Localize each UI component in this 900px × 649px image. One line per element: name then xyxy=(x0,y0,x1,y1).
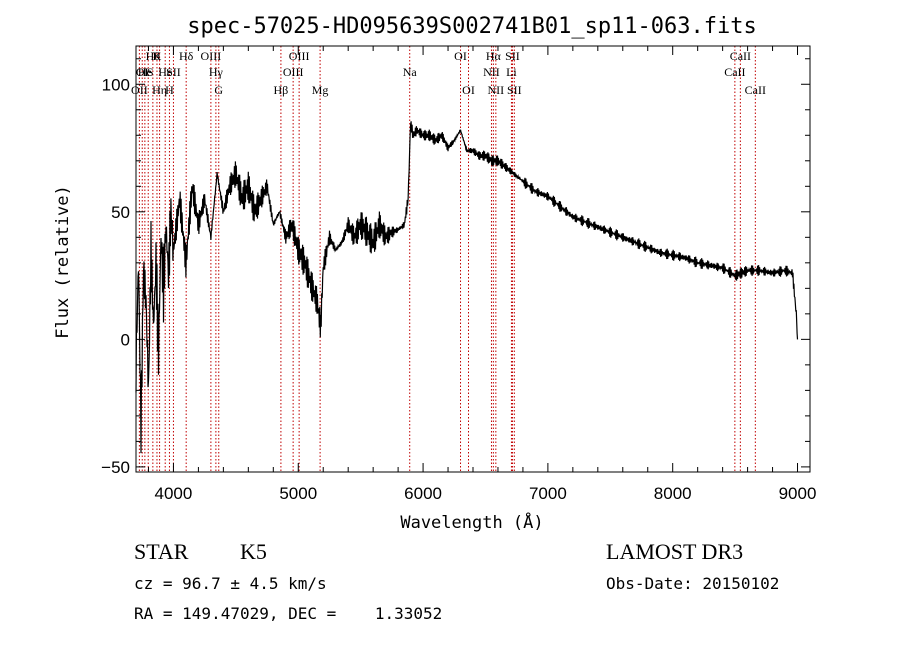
line-marker-label-23: NII xyxy=(488,83,505,97)
line-marker-label-5: K xyxy=(153,49,162,63)
line-marker-label-29: CaII xyxy=(745,83,766,97)
x-tick-label-4000: 4000 xyxy=(155,484,193,503)
line-marker-label-10: Hδ xyxy=(179,49,194,63)
line-marker-label-21: NII xyxy=(483,65,500,79)
spectral-subclass: K5 xyxy=(240,539,267,564)
chart-title: spec-57025-HD095639S002741B01_sp11-063.f… xyxy=(187,14,757,39)
line-marker-label-11: OIII xyxy=(201,49,222,63)
line-marker-label-18: Na xyxy=(403,65,418,79)
spectral-line-markers xyxy=(138,46,756,472)
x-tick-label-8000: 8000 xyxy=(654,484,692,503)
line-marker-label-19: OI xyxy=(454,49,467,63)
line-marker-label-1: OI xyxy=(136,65,149,79)
y-tick-label-50: 50 xyxy=(111,203,130,222)
line-marker-label-17: Mg xyxy=(312,83,329,97)
axis-ticks xyxy=(136,46,810,472)
survey-name: LAMOST DR3 xyxy=(606,539,744,564)
flux-series-line xyxy=(135,121,799,454)
line-marker-label-25: SII xyxy=(505,49,520,63)
line-marker-label-14: Hβ xyxy=(274,83,289,97)
line-marker-label-28: CaII xyxy=(730,49,751,63)
x-axis-label: Wavelength (Å) xyxy=(400,511,543,533)
redshift-velocity: cz = 96.7 ± 4.5 km/s xyxy=(134,574,327,593)
line-marker-label-3: IS xyxy=(143,65,154,79)
coordinates: RA = 149.47029, DEC = 1.33052 xyxy=(134,604,443,623)
y-axis-label: Flux (relative) xyxy=(53,185,73,339)
y-tick-label-0: 0 xyxy=(121,330,130,349)
line-marker-label-13: G xyxy=(214,83,223,97)
x-tick-label-7000: 7000 xyxy=(529,484,567,503)
line-marker-label-24: Li xyxy=(506,65,517,79)
line-marker-label-26: SII xyxy=(507,83,522,97)
line-marker-label-27: CaII xyxy=(724,65,745,79)
line-marker-label-12: Hγ xyxy=(209,65,224,79)
y-tick-label-100: 100 xyxy=(102,75,130,94)
plot-frame xyxy=(135,45,811,473)
line-marker-label-15: OIII xyxy=(283,65,304,79)
line-marker-label-0: OII xyxy=(131,83,148,97)
x-tick-label-9000: 9000 xyxy=(779,484,817,503)
line-marker-label-9: SII xyxy=(166,65,181,79)
axis-tick-labels: 4000 5000 6000 7000 8000 9000 −50 0 50 100 xyxy=(101,75,816,503)
object-type: STAR xyxy=(134,539,189,564)
line-marker-label-20: OI xyxy=(462,83,475,97)
x-tick-label-6000: 6000 xyxy=(404,484,442,503)
y-tick-label--50: −50 xyxy=(101,458,130,477)
observation-date: Obs-Date: 20150102 xyxy=(606,574,780,593)
line-marker-label-16: OIII xyxy=(289,49,310,63)
x-tick-label-5000: 5000 xyxy=(279,484,317,503)
line-marker-label-6: Hη xyxy=(152,83,167,97)
line-marker-label-4: Hθ xyxy=(146,49,161,63)
line-marker-label-2: He xyxy=(138,65,152,79)
line-marker-label-22: Hα xyxy=(486,49,502,63)
line-marker-label-7: He xyxy=(158,65,172,79)
line-marker-label-8: H xyxy=(165,83,174,97)
